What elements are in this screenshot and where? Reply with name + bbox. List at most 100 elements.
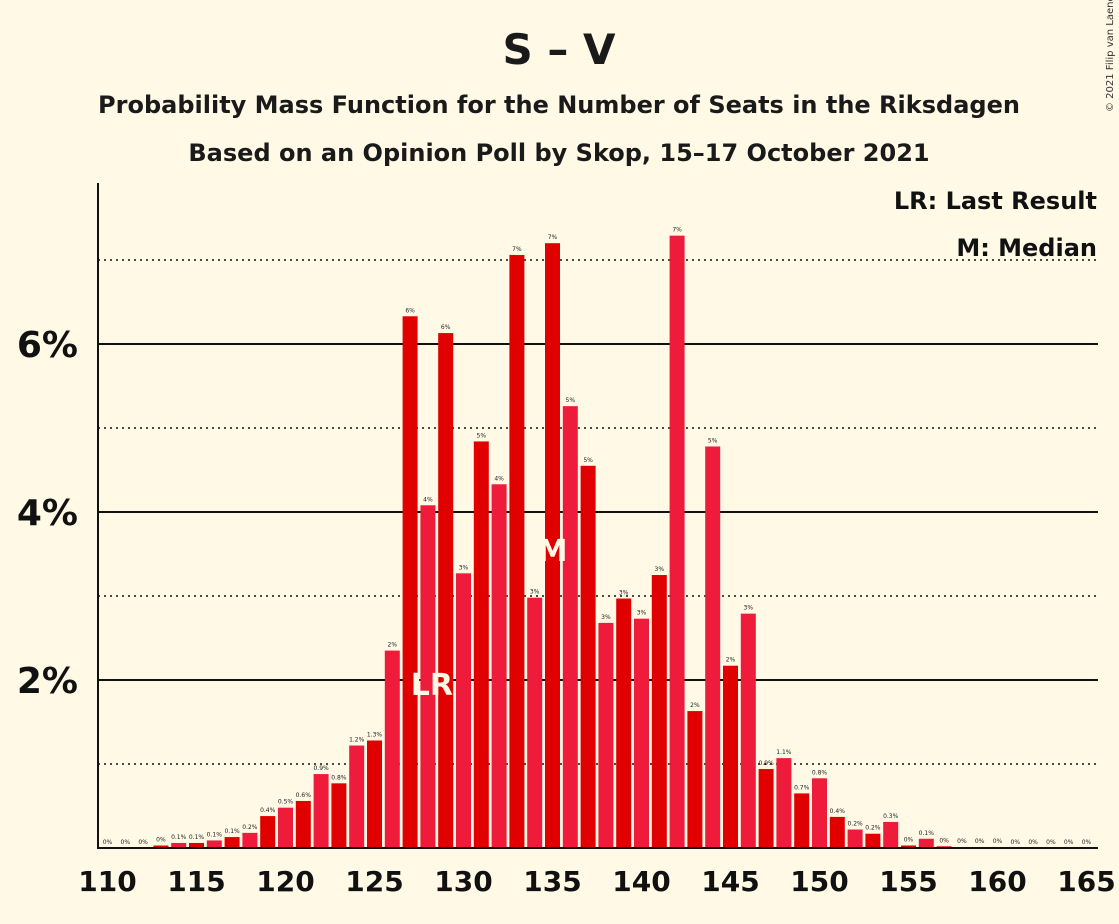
data-label-122: 0.9% [313,765,329,772]
data-label-120: 0.5% [278,799,294,806]
data-label-140: 3% [637,610,647,617]
x-tick-125: 125 [345,865,403,898]
data-label-156: 0.1% [919,830,935,837]
bar-114 [171,842,187,848]
bar-133 [509,254,525,848]
bar-147 [758,769,774,848]
data-label-136: 5% [566,397,576,404]
x-tick-140: 140 [612,865,670,898]
chart-subtitle-2: Based on an Opinion Poll by Skop, 15–17 … [188,139,929,167]
bar-119 [260,816,276,848]
bar-123 [331,783,347,848]
bar-126 [384,650,400,848]
x-tick-165: 165 [1057,865,1115,898]
data-label-137: 5% [583,457,593,464]
data-label-162: 0% [1028,839,1038,846]
chart-title: S – V [503,25,616,74]
bar-137 [580,465,596,848]
bar-144 [705,446,721,848]
x-tick-130: 130 [434,865,492,898]
x-tick-145: 145 [701,865,759,898]
bar-141 [651,575,667,848]
chart-subtitle-1: Probability Mass Function for the Number… [98,91,1020,119]
bar-130 [456,573,471,848]
bar-122 [313,774,329,848]
bar-138 [598,622,614,848]
data-label-158: 0% [957,838,967,845]
x-tick-135: 135 [523,865,581,898]
data-label-118: 0.2% [242,824,258,831]
bar-156 [918,838,934,848]
copyright-notice: © 2021 Filip van Laenen [1105,0,1116,112]
data-label-155: 0% [904,836,914,843]
data-label-159: 0% [975,838,985,845]
x-tick-115: 115 [167,865,225,898]
data-label-163: 0% [1046,839,1056,846]
bar-149 [794,793,810,848]
bar-113 [153,845,169,848]
data-label-117: 0.1% [224,828,240,835]
data-label-146: 3% [744,605,754,612]
data-label-123: 0.8% [331,774,347,781]
legend-last-result: LR: Last Result [894,187,1097,215]
bar-146 [740,613,756,848]
x-tick-150: 150 [790,865,848,898]
bar-115 [189,842,204,848]
data-label-129: 6% [441,324,451,331]
bar-140 [634,618,649,848]
data-label-154: 0.3% [883,813,899,820]
data-label-135: 7% [548,234,558,241]
bar-117 [224,837,240,848]
bar-142 [669,235,685,848]
data-label-115: 0.1% [189,834,205,841]
bar-124 [349,745,365,848]
data-label-110: 0% [103,839,113,846]
data-label-139: 3% [619,590,629,597]
gridlines [98,259,1098,765]
data-label-145: 2% [726,657,736,664]
data-label-124: 1.2% [349,737,365,744]
bar-150 [812,778,827,848]
data-label-121: 0.6% [296,792,312,799]
y-tick-4: 4% [17,493,78,534]
bar-125 [367,740,382,848]
data-label-131: 5% [477,432,487,439]
data-label-148: 1.1% [776,749,792,756]
bar-116 [206,840,222,848]
bar-129 [438,333,454,849]
bar-143 [687,711,703,848]
bar-153 [865,833,881,848]
data-label-128: 4% [423,496,433,503]
bar-152 [847,829,863,848]
y-tick-labels: 2% 4% 6% [17,325,78,702]
data-label-138: 3% [601,614,611,621]
bar-131 [473,441,489,848]
bar-118 [242,832,258,848]
markers-group: LR M [411,534,568,703]
bars-group [153,235,1005,849]
data-labels-group: 0% 0% 0% 0% 0.1% 0.1% 0.1% 0.1%0.2%0.4%0.5%0.6%… [103,227,1092,846]
x-tick-155: 155 [879,865,937,898]
bar-134 [527,597,543,848]
bar-128 [420,505,436,848]
data-label-125: 1.3% [367,731,383,738]
data-label-151: 0.4% [830,808,846,815]
data-label-144: 5% [708,437,718,444]
data-label-149: 0.7% [794,784,810,791]
data-label-152: 0.2% [847,821,863,828]
bar-154 [883,821,899,848]
y-tick-6: 6% [17,325,78,366]
bar-135 [545,243,560,848]
data-label-134: 3% [530,589,540,596]
data-label-160: 0% [993,838,1003,845]
data-label-165: 0% [1082,839,1092,846]
data-label-133: 7% [512,246,522,253]
bar-155 [901,845,916,848]
data-label-147: 0.9% [758,760,774,767]
data-label-119: 0.4% [260,807,276,814]
bar-120 [278,807,293,848]
y-tick-2: 2% [17,661,78,702]
data-label-113: 0% [156,836,166,843]
x-tick-120: 120 [256,865,314,898]
data-label-116: 0.1% [207,831,223,838]
